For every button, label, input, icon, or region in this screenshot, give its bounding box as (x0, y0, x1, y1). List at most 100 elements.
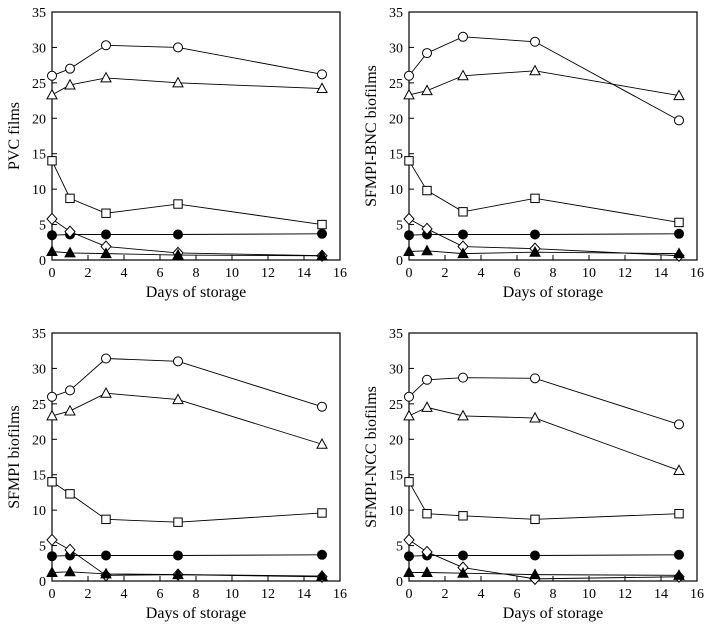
x-tick-label: 6 (157, 587, 164, 602)
data-point-open-circle (674, 419, 684, 430)
y-tick-label: 20 (389, 112, 403, 127)
x-tick-label: 10 (225, 587, 239, 602)
data-point-open-triangle (100, 386, 112, 398)
series-filled-circle (47, 549, 327, 562)
data-point-filled-triangle (64, 246, 76, 258)
y-axis-label: SFMPI-NCC biofilms (363, 386, 380, 528)
data-point-open-square (65, 193, 75, 204)
data-point-filled-triangle (403, 566, 415, 577)
y-tick-label: 25 (389, 398, 403, 413)
y-tick-label: 0 (396, 575, 403, 590)
x-tick-label: 14 (654, 266, 668, 281)
data-point-open-square (47, 156, 57, 166)
data-point-open-triangle (421, 84, 433, 96)
data-point-open-triangle (529, 411, 541, 423)
x-tick-label: 6 (157, 266, 164, 281)
data-point-open-triangle (529, 64, 541, 76)
y-tick-label: 25 (32, 77, 46, 92)
data-point-open-triangle (457, 69, 469, 81)
data-point-open-triangle (673, 89, 685, 101)
data-point-filled-circle (674, 228, 684, 239)
series-open-square (47, 156, 327, 230)
data-point-open-circle (404, 391, 414, 402)
series-line-open-diamond (51, 539, 323, 578)
data-point-open-triangle (403, 409, 415, 421)
data-point-open-diamond (64, 543, 76, 557)
data-point-open-circle (530, 36, 540, 47)
series-line-open-square (51, 481, 323, 523)
series-open-diamond (403, 533, 685, 586)
data-point-open-square (101, 514, 111, 525)
data-point-open-triangle (673, 464, 685, 475)
data-point-open-square (101, 208, 111, 218)
x-tick-label: 0 (406, 266, 413, 281)
x-tick-label: 14 (297, 587, 311, 602)
plot-frame (51, 332, 341, 582)
x-tick-label: 4 (121, 266, 128, 281)
data-point-filled-circle (47, 551, 57, 562)
plot-frame (408, 332, 698, 582)
y-axis-label: SFMPI-BNC biofilms (363, 65, 380, 207)
data-point-open-diamond (421, 222, 433, 236)
plot-frame (408, 11, 698, 261)
data-point-open-triangle (403, 88, 415, 100)
y-tick-label: 5 (39, 540, 46, 555)
series-filled-triangle (403, 244, 685, 259)
x-tick-label: 4 (121, 587, 128, 602)
series-line-filled-triangle (51, 251, 323, 257)
plot-frame (51, 11, 341, 261)
y-tick-label: 5 (39, 219, 46, 234)
chart-panel-4: 0 2 4 6 8 10 12 14 16 0 5 10 15 20 25 30 35 Days of stora… (363, 327, 704, 622)
data-point-filled-triangle (421, 244, 433, 256)
series-open-triangle (46, 386, 328, 449)
series-filled-circle (47, 228, 327, 241)
x-tick-label: 16 (690, 266, 704, 281)
y-tick-label: 15 (32, 148, 46, 163)
series-line-filled-triangle (409, 572, 680, 576)
data-point-filled-circle (404, 551, 414, 562)
x-tick-label: 6 (514, 266, 521, 281)
y-tick-label: 10 (389, 504, 403, 519)
data-point-open-square (317, 219, 327, 230)
chart-panel-3: 0 2 4 6 8 10 12 14 16 0 5 10 15 20 25 30 35 Days of stora… (6, 327, 347, 622)
x-tick-label: 0 (49, 266, 56, 281)
x-tick-label: 4 (478, 266, 485, 281)
chart-panel-1: 0 2 4 6 8 10 12 14 16 0 5 10 15 20 25 30 35 Days of stora… (6, 6, 347, 301)
x-tick-label: 12 (618, 587, 632, 602)
series-open-diamond (46, 212, 328, 262)
data-point-open-triangle (421, 401, 433, 412)
y-tick-label: 0 (39, 575, 46, 590)
x-tick-label: 10 (225, 266, 239, 281)
data-point-filled-triangle (46, 566, 58, 577)
series-filled-circle (404, 228, 684, 241)
y-tick-label: 10 (32, 504, 46, 519)
data-point-open-square (173, 517, 183, 527)
x-tick-label: 8 (550, 587, 557, 602)
data-point-filled-circle (458, 229, 468, 240)
series-open-triangle (403, 401, 685, 475)
y-tick-label: 25 (389, 77, 403, 92)
series-filled-triangle (46, 245, 328, 261)
series-line-open-triangle (408, 70, 680, 97)
y-tick-label: 10 (389, 183, 403, 198)
x-tick-label: 14 (654, 587, 668, 602)
x-tick-label: 2 (442, 266, 449, 281)
data-point-filled-triangle (673, 569, 685, 580)
series-open-triangle (403, 64, 685, 101)
y-tick-label: 35 (389, 327, 403, 342)
y-tick-label: 20 (32, 433, 46, 448)
x-tick-label: 14 (297, 266, 311, 281)
series-line-open-circle (408, 36, 680, 121)
data-point-filled-triangle (100, 247, 112, 259)
data-point-open-diamond (421, 545, 433, 559)
y-tick-label: 15 (389, 469, 403, 484)
data-point-open-square (173, 199, 183, 209)
series-open-square (404, 156, 684, 228)
data-point-filled-circle (317, 228, 327, 239)
y-tick-label: 20 (389, 433, 403, 448)
data-point-open-square (404, 156, 414, 166)
data-point-open-square (458, 511, 468, 521)
series-line-open-square (408, 160, 680, 223)
data-point-open-circle (47, 70, 57, 81)
data-point-open-circle (101, 353, 111, 364)
